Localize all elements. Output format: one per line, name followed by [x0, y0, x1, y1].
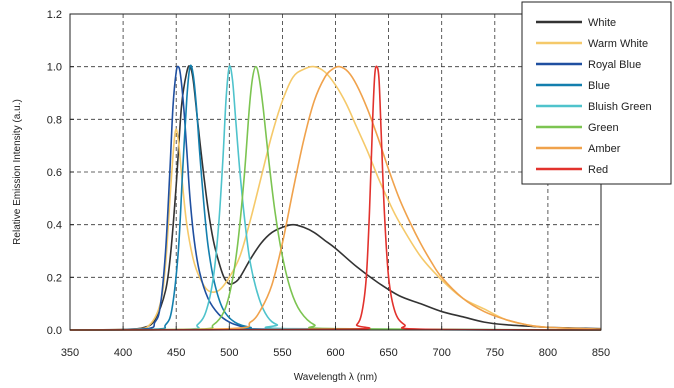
legend-label: Red — [588, 164, 608, 176]
legend-label: Warm White — [588, 38, 648, 50]
y-tick-label: 0.0 — [47, 325, 62, 337]
legend-label: Amber — [588, 143, 621, 155]
legend: White Warm White Royal Blue Blue Bluish Gree… — [521, 1, 672, 185]
series-line-red — [69, 65, 602, 331]
x-tick-label: 750 — [486, 347, 504, 359]
x-axis-ticks: 350 400 450 500 550 600 650 700 750 800 850 — [61, 326, 610, 359]
x-tick-label: 600 — [326, 347, 344, 359]
x-tick-label: 500 — [220, 347, 238, 359]
x-tick-label: 800 — [539, 347, 557, 359]
legend-label: Royal Blue — [588, 59, 641, 71]
series-line-white — [69, 65, 602, 331]
x-tick-label: 400 — [114, 347, 132, 359]
x-tick-label: 450 — [167, 347, 185, 359]
series-line-amber — [69, 65, 602, 331]
y-tick-label: 0.6 — [47, 167, 62, 179]
x-tick-label: 650 — [379, 347, 397, 359]
legend-box — [521, 1, 672, 185]
legend-label: Blue — [588, 80, 610, 92]
x-tick-label: 350 — [61, 347, 79, 359]
series-layer — [69, 64, 602, 331]
x-axis-label: Wavelength λ (nm) — [294, 372, 378, 383]
series-line-warm-white — [69, 65, 602, 331]
y-tick-label: 0.4 — [47, 220, 62, 232]
x-tick-label: 850 — [592, 347, 610, 359]
y-axis-label: Relative Emission Intensity (a.u.) — [12, 99, 23, 245]
y-tick-label: 1.0 — [47, 62, 62, 74]
series-line-bluish-green — [69, 65, 602, 331]
series-line-blue — [69, 64, 602, 331]
y-tick-label: 0.2 — [47, 272, 62, 284]
series-line-green — [69, 65, 602, 331]
legend-label: Bluish Green — [588, 101, 652, 113]
x-tick-label: 700 — [433, 347, 451, 359]
legend-label: White — [588, 17, 616, 29]
y-tick-label: 0.8 — [47, 114, 62, 126]
y-axis-ticks: 0.0 0.2 0.4 0.6 0.8 1.0 1.2 — [47, 9, 74, 337]
y-tick-label: 1.2 — [47, 9, 62, 21]
legend-label: Green — [588, 122, 619, 134]
grid-lines — [70, 14, 601, 330]
x-tick-label: 550 — [273, 347, 291, 359]
